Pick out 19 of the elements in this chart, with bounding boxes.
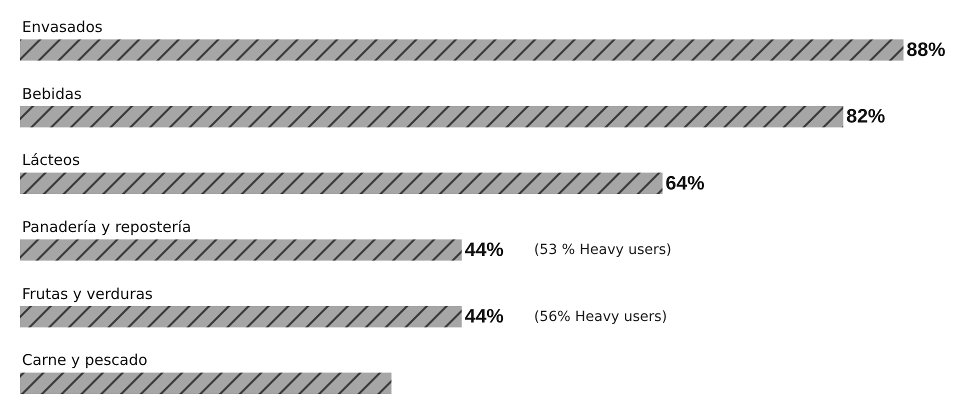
- annotation: (56% Heavy users): [534, 309, 668, 325]
- data-label: 44%: [464, 306, 504, 328]
- data-label: 88%: [906, 39, 946, 62]
- y-tick-label: Carne y pescado: [22, 351, 148, 369]
- y-tick-label: Lácteos: [22, 151, 80, 169]
- y-tick-label: Bebidas: [22, 85, 82, 103]
- annotation: (53 % Heavy users): [534, 242, 672, 258]
- data-label: 64%: [666, 172, 705, 194]
- bar: [20, 172, 663, 194]
- data-label: 44%: [464, 239, 504, 262]
- bar: [20, 239, 462, 261]
- bar: [20, 372, 392, 394]
- bar: [20, 306, 462, 328]
- y-tick-label: Frutas y verduras: [22, 285, 153, 303]
- y-tick-label: Panadería y repostería: [22, 218, 192, 236]
- bar: [20, 106, 844, 128]
- y-tick-label: Envasados: [22, 18, 103, 36]
- data-label: 82%: [846, 106, 886, 128]
- bar: [20, 39, 904, 61]
